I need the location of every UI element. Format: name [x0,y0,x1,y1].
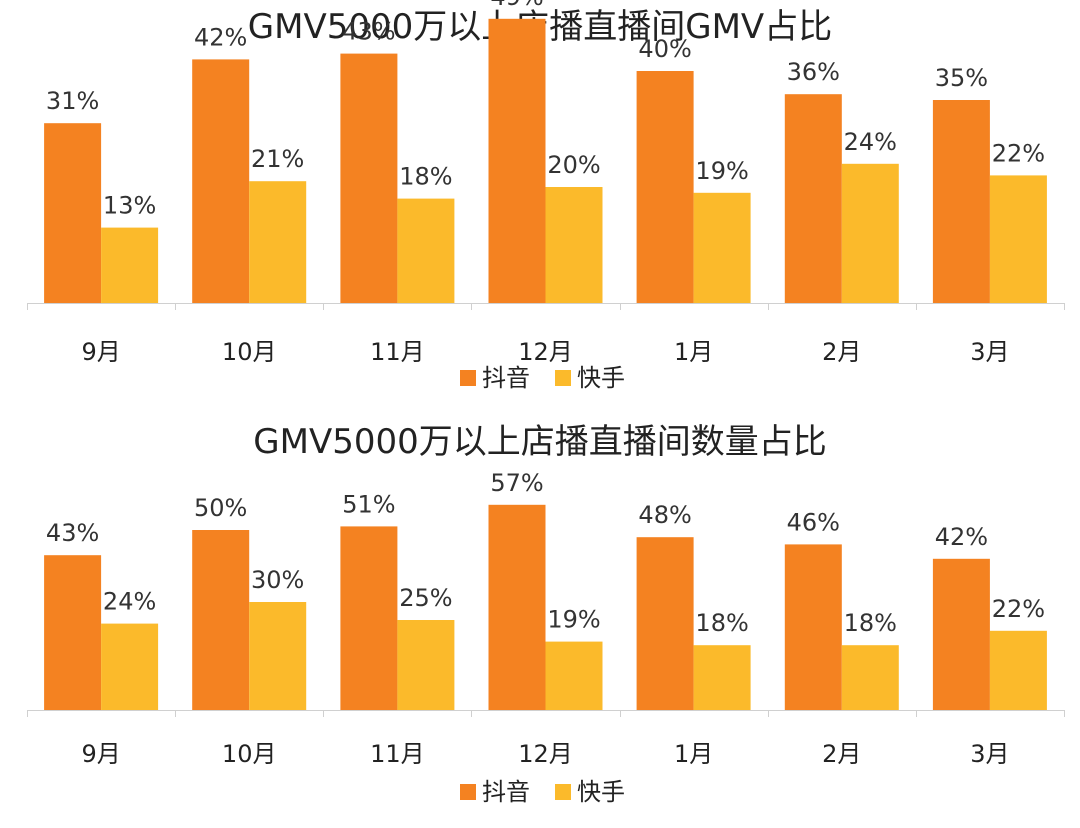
bar-douyin [784,544,842,710]
category-label: 1月 [674,338,713,366]
bar-kuaishou [693,645,751,710]
bar-douyin [488,18,546,304]
data-label: 24% [103,588,156,616]
data-label: 46% [787,508,840,536]
bar-kuaishou [989,175,1047,303]
data-label: 22% [992,139,1045,167]
data-label: 48% [638,501,691,529]
bar-kuaishou [397,620,455,710]
legend-swatch [555,784,571,800]
data-label: 18% [399,163,452,191]
category-label: 1月 [674,740,713,768]
bar-kuaishou [101,227,159,303]
bar-douyin [784,94,842,303]
legend-swatch [460,784,476,800]
bar-douyin [636,71,694,303]
legend-label: 抖音 [482,778,530,806]
data-label: 22% [992,595,1045,623]
category-label: 9月 [81,740,120,768]
bar-kuaishou [397,198,455,303]
category-label: 12月 [518,338,573,366]
data-label: 25% [399,584,452,612]
data-label: 35% [935,64,988,92]
data-label: 42% [194,23,247,51]
data-label: 43% [46,519,99,547]
data-label: 18% [844,609,897,637]
data-label: 31% [46,87,99,115]
chart-title: GMV5000万以上店播直播间数量占比 [253,422,826,462]
category-label: 3月 [970,338,1009,366]
category-label: 3月 [970,740,1009,768]
data-label: 57% [490,469,543,497]
bar-douyin [192,530,250,710]
data-label: 18% [695,609,748,637]
data-label: 40% [638,35,691,63]
category-label: 10月 [222,740,277,768]
category-label: 11月 [370,740,425,768]
bar-kuaishou [693,192,751,303]
bar-kuaishou [841,645,899,710]
data-label: 19% [695,157,748,185]
bar-douyin [932,100,990,303]
bar-douyin [340,526,398,710]
bar-kuaishou [989,630,1047,710]
data-label: 36% [787,58,840,86]
legend-swatch [460,370,476,386]
bar-kuaishou [249,181,307,303]
legend-label: 快手 [577,778,625,806]
bar-kuaishou [545,187,603,303]
legend-swatch [555,370,571,386]
bar-kuaishou [101,623,159,710]
bar-kuaishou [249,602,307,710]
legend-label: 抖音 [482,364,530,392]
category-label: 12月 [518,740,573,768]
bar-douyin [192,59,250,304]
bar-douyin [44,123,102,303]
data-label: 13% [103,192,156,220]
data-label: 19% [547,606,600,634]
bar-douyin [44,555,102,710]
bar-kuaishou [545,641,603,710]
bar-douyin [636,537,694,710]
category-label: 2月 [822,740,861,768]
category-label: 2月 [822,338,861,366]
legend-label: 快手 [577,364,625,392]
bar-douyin [932,558,990,710]
bar-douyin [340,53,398,303]
data-label: 51% [342,490,395,518]
data-label: 50% [194,494,247,522]
data-label: 30% [251,566,304,594]
data-label: 21% [251,145,304,173]
bar-douyin [488,504,546,710]
data-label: 24% [844,128,897,156]
bar-kuaishou [841,163,899,303]
category-label: 9月 [81,338,120,366]
data-label: 20% [547,151,600,179]
category-label: 10月 [222,338,277,366]
data-label: 43% [342,18,395,46]
data-label: 49% [490,0,543,11]
data-label: 42% [935,523,988,551]
category-label: 11月 [370,338,425,366]
